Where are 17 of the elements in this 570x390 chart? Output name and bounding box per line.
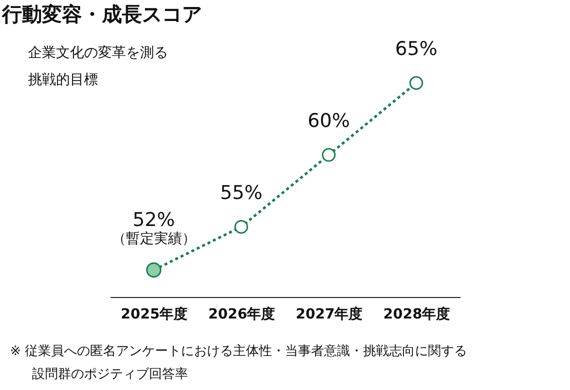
point xyxy=(322,148,336,162)
point xyxy=(409,76,424,90)
x-tick-label: 2025年度 xyxy=(120,306,188,322)
x-tick-label: 2027年度 xyxy=(296,306,363,322)
text: 挑戦的目標 xyxy=(28,72,98,88)
x-tick-label: 2026年度 xyxy=(208,306,276,322)
data-label: 55% xyxy=(220,182,262,204)
data-label: 65% xyxy=(395,38,438,60)
text: 設問群のポジティブ回答率 xyxy=(32,366,188,382)
data-label: 60% xyxy=(308,110,350,132)
point xyxy=(234,220,248,234)
data-label: 52% xyxy=(132,209,175,231)
x-tick-label: 2028年度 xyxy=(383,306,450,322)
chart-title: 行動変容・成長スコア xyxy=(1,2,202,26)
text: ※ 従業員への匿名アンケートにおける主体性・当事者意識・挑戦志向に関する xyxy=(10,343,468,359)
annotation: （暫定実績） xyxy=(112,231,196,247)
text: 企業文化の変革を測る xyxy=(28,45,168,61)
